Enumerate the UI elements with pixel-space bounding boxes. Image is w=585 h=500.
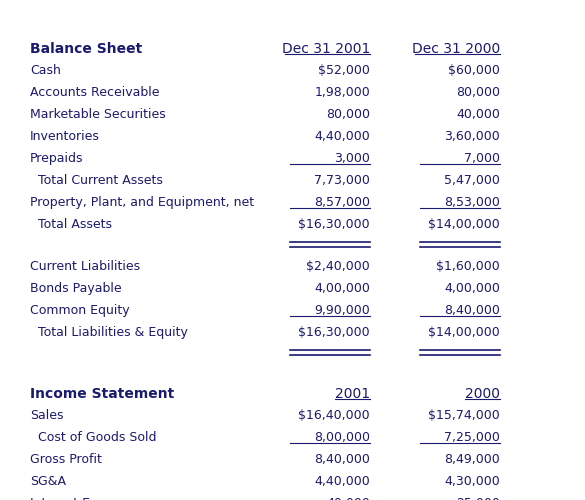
Text: $14,00,000: $14,00,000 [428, 218, 500, 231]
Text: 3,60,000: 3,60,000 [444, 130, 500, 143]
Text: Dec 31 2001: Dec 31 2001 [281, 42, 370, 56]
Text: Dec 31 2000: Dec 31 2000 [412, 42, 500, 56]
Text: 8,49,000: 8,49,000 [444, 454, 500, 466]
Text: 4,00,000: 4,00,000 [314, 282, 370, 295]
Text: Total Liabilities & Equity: Total Liabilities & Equity [30, 326, 188, 339]
Text: Bonds Payable: Bonds Payable [30, 282, 122, 295]
Text: 80,000: 80,000 [326, 108, 370, 121]
Text: Property, Plant, and Equipment, net: Property, Plant, and Equipment, net [30, 196, 254, 209]
Text: 8,53,000: 8,53,000 [444, 196, 500, 209]
Text: Marketable Securities: Marketable Securities [30, 108, 166, 121]
Text: 8,00,000: 8,00,000 [314, 432, 370, 444]
Text: $16,40,000: $16,40,000 [298, 410, 370, 422]
Text: 4,40,000: 4,40,000 [314, 130, 370, 143]
Text: Cash: Cash [30, 64, 61, 77]
Text: 8,40,000: 8,40,000 [314, 454, 370, 466]
Text: $15,74,000: $15,74,000 [428, 410, 500, 422]
Text: Gross Profit: Gross Profit [30, 454, 102, 466]
Text: Accounts Receivable: Accounts Receivable [30, 86, 160, 99]
Text: 8,40,000: 8,40,000 [444, 304, 500, 317]
Text: Total Assets: Total Assets [30, 218, 112, 231]
Text: Income Statement: Income Statement [30, 388, 174, 402]
Text: 7,73,000: 7,73,000 [314, 174, 370, 187]
Text: 1,98,000: 1,98,000 [314, 86, 370, 99]
Text: Inventories: Inventories [30, 130, 100, 143]
Text: Sales: Sales [30, 410, 64, 422]
Text: SG&A: SG&A [30, 476, 66, 488]
Text: 4,40,000: 4,40,000 [314, 476, 370, 488]
Text: 7,000: 7,000 [464, 152, 500, 165]
Text: $16,30,000: $16,30,000 [298, 326, 370, 339]
Text: Current Liabilities: Current Liabilities [30, 260, 140, 273]
Text: 5,47,000: 5,47,000 [444, 174, 500, 187]
Text: $52,000: $52,000 [318, 64, 370, 77]
Text: Interest Expense: Interest Expense [30, 498, 135, 500]
Text: Common Equity: Common Equity [30, 304, 130, 317]
Text: 40,000: 40,000 [456, 108, 500, 121]
Text: 4,30,000: 4,30,000 [444, 476, 500, 488]
Text: Total Current Assets: Total Current Assets [30, 174, 163, 187]
Text: Prepaids: Prepaids [30, 152, 84, 165]
Text: Cost of Goods Sold: Cost of Goods Sold [30, 432, 157, 444]
Text: 8,57,000: 8,57,000 [314, 196, 370, 209]
Text: 7,25,000: 7,25,000 [444, 432, 500, 444]
Text: 4,00,000: 4,00,000 [444, 282, 500, 295]
Text: 3,000: 3,000 [334, 152, 370, 165]
Text: $1,60,000: $1,60,000 [436, 260, 500, 273]
Text: 25,000: 25,000 [456, 498, 500, 500]
Text: 40,000: 40,000 [326, 498, 370, 500]
Text: 2001: 2001 [335, 388, 370, 402]
Text: $60,000: $60,000 [448, 64, 500, 77]
Text: $2,40,000: $2,40,000 [307, 260, 370, 273]
Text: 2000: 2000 [465, 388, 500, 402]
Text: 9,90,000: 9,90,000 [314, 304, 370, 317]
Text: Balance Sheet: Balance Sheet [30, 42, 142, 56]
Text: $14,00,000: $14,00,000 [428, 326, 500, 339]
Text: 80,000: 80,000 [456, 86, 500, 99]
Text: $16,30,000: $16,30,000 [298, 218, 370, 231]
